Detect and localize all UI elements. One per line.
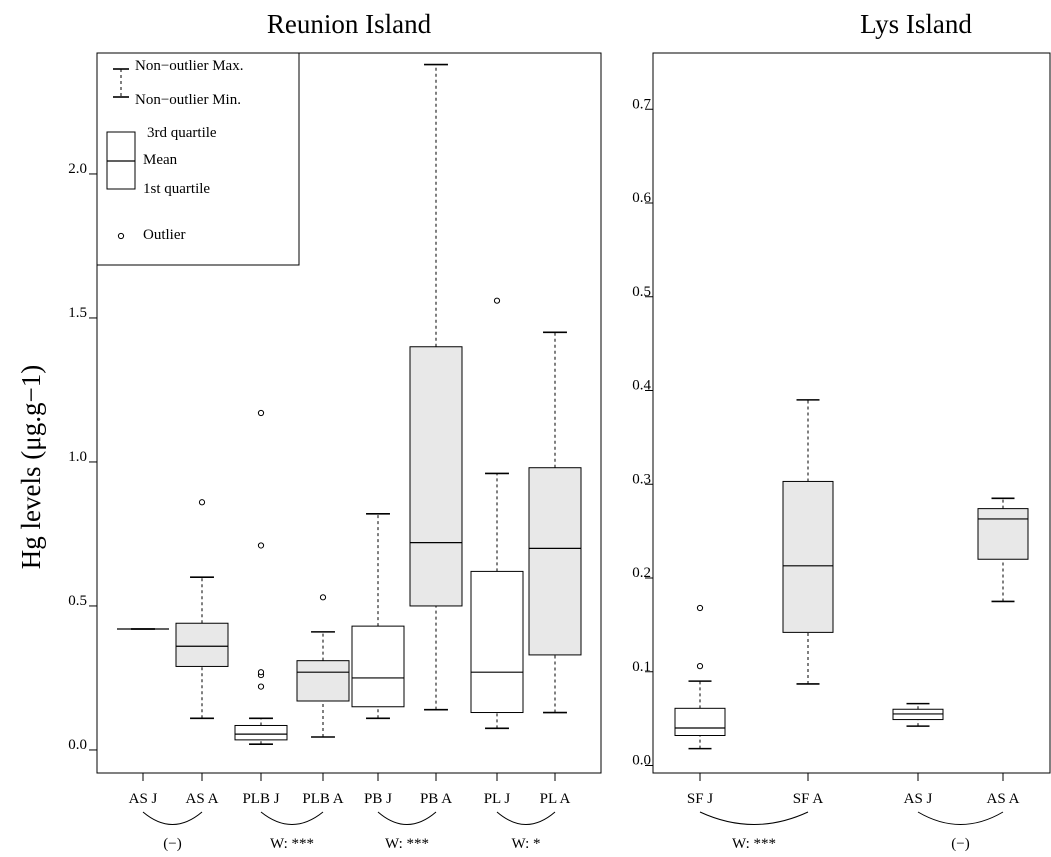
y-axis-ticks-lys: 0.0 0.1 0.2 0.3 0.4 0.5 0.6 0.7 <box>632 96 653 769</box>
x-tick-label: AS A <box>987 791 1020 807</box>
comparison-label: W: * <box>511 836 540 852</box>
x-tick-label: AS J <box>129 791 158 807</box>
x-tick-label: AS A <box>186 791 219 807</box>
legend-max-label: Non−outlier Max. <box>135 58 243 74</box>
chart-title-lys: Lys Island <box>860 9 972 39</box>
box-pl-j <box>470 297 524 730</box>
legend-q1-label: 1st quartile <box>143 181 210 197</box>
comparison-arc <box>260 811 324 825</box>
x-tick-label: PLB A <box>302 791 343 807</box>
y-tick-label: 1.0 <box>68 449 87 465</box>
comparison-arc <box>142 811 203 825</box>
x-axis-labels-reunion: AS J AS A PLB J PLB A PB J PB A PL J PL A <box>129 773 571 807</box>
y-tick-label: 0.4 <box>632 378 651 394</box>
boxes-reunion <box>117 63 582 746</box>
comparison-arc <box>496 811 556 825</box>
box-body <box>782 480 834 633</box>
outlier-point <box>696 663 704 670</box>
y-tick-label: 0.5 <box>632 284 651 300</box>
x-tick-label: PL A <box>540 791 571 807</box>
comparisons-reunion: (−) W: *** W: *** W: * <box>142 811 556 852</box>
comparisons-lys: W: *** (−) <box>699 811 1004 852</box>
boxes-lys <box>674 399 1029 750</box>
y-tick-label: 0.3 <box>632 471 651 487</box>
box-body <box>175 622 229 667</box>
legend-q3-label: 3rd quartile <box>147 125 217 141</box>
outlier-point <box>257 669 265 676</box>
outlier-point <box>257 542 265 549</box>
comparison-label: W: *** <box>732 836 776 852</box>
outlier-point <box>493 297 501 304</box>
box-body <box>674 707 726 736</box>
box-pl-a <box>528 331 582 714</box>
box-body <box>977 508 1029 560</box>
y-tick-label: 0.0 <box>68 737 87 753</box>
legend-outlier-label: Outlier <box>143 227 186 243</box>
chart-title-reunion: Reunion Island <box>267 9 432 39</box>
box-plb-j <box>234 409 288 746</box>
y-tick-label: 1.5 <box>68 305 87 321</box>
box-plb-a <box>296 594 350 738</box>
box-body <box>296 660 350 702</box>
legend-mean-label: Mean <box>143 152 178 168</box>
box-pb-j <box>351 512 405 720</box>
outlier-point <box>696 604 704 612</box>
outlier-point <box>198 499 206 506</box>
x-tick-label: SF A <box>793 791 824 807</box>
y-axis-ticks-reunion: 0.0 0.5 1.0 1.5 2.0 <box>68 161 97 753</box>
y-tick-label: 0.2 <box>632 565 651 581</box>
outlier-point <box>257 409 265 417</box>
box-body <box>470 570 524 714</box>
x-axis-labels-lys: SF J SF A AS J AS A <box>687 773 1020 807</box>
legend-frame <box>96 52 300 266</box>
box-body <box>351 625 405 708</box>
y-tick-label: 0.7 <box>632 96 651 112</box>
comparison-arc <box>377 811 437 825</box>
box-as-a <box>175 499 229 720</box>
box-as-j <box>892 702 944 727</box>
legend: Non−outlier Max. Non−outlier Min. 3rd qu… <box>96 52 300 266</box>
box-pb-a <box>409 63 463 711</box>
y-tick-label: 2.0 <box>68 161 87 177</box>
comparison-arc <box>699 811 809 825</box>
box-body <box>409 346 463 607</box>
box-body <box>528 467 582 656</box>
outlier-point <box>319 594 327 601</box>
x-tick-label: PL J <box>484 791 511 807</box>
x-tick-label: PLB J <box>242 791 279 807</box>
box-body <box>234 724 288 741</box>
plot-frame-lys <box>652 52 1051 774</box>
x-tick-label: PB J <box>364 791 392 807</box>
plot-frame-reunion <box>96 52 602 774</box>
box-as-a <box>977 497 1029 603</box>
x-tick-label: SF J <box>687 791 713 807</box>
comparison-label: (−) <box>163 836 181 852</box>
outlier-point <box>257 683 265 690</box>
box-sf-a <box>782 399 834 685</box>
y-tick-label: 0.5 <box>68 593 87 609</box>
panel-reunion: Reunion Island Hg levels (μg.g−1) 0.0 0.5… <box>16 9 602 852</box>
box-sf-j <box>674 604 726 750</box>
y-tick-label: 0.6 <box>632 190 651 206</box>
legend-outlier-marker <box>117 232 125 240</box>
y-tick-label: 0.1 <box>632 659 651 675</box>
x-tick-label: PB A <box>420 791 452 807</box>
panel-lys: Lys Island 0.0 0.1 0.2 0.3 0.4 0.5 0.6 0.7 SF J… <box>632 9 1051 852</box>
x-tick-label: AS J <box>904 791 933 807</box>
legend-min-label: Non−outlier Min. <box>135 92 241 108</box>
y-axis-label: Hg levels (μg.g−1) <box>16 365 46 569</box>
comparison-label: (−) <box>951 836 969 852</box>
y-tick-label: 0.0 <box>632 753 651 769</box>
comparison-arc <box>917 811 1004 825</box>
comparison-label: W: *** <box>270 836 314 852</box>
comparison-label: W: *** <box>385 836 429 852</box>
